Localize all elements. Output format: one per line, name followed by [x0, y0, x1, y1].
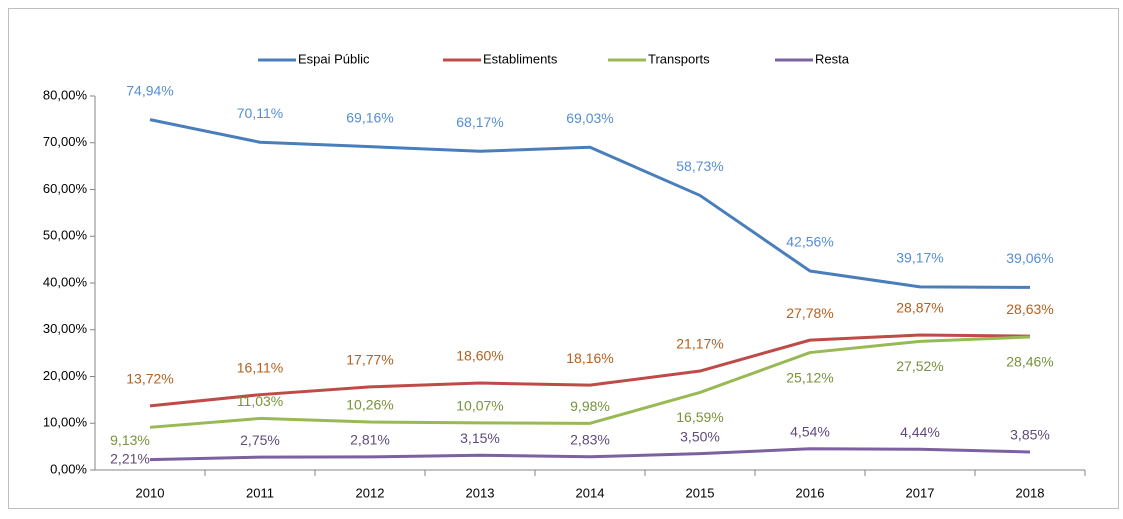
data-label: 27,52%	[896, 358, 943, 374]
data-label: 9,98%	[570, 398, 610, 414]
series-line	[149, 335, 1031, 429]
data-label: 68,17%	[456, 114, 503, 130]
y-tick-label: 60,00%	[43, 181, 88, 196]
data-label: 17,77%	[346, 352, 393, 368]
data-label: 2,81%	[350, 432, 390, 448]
data-label: 3,50%	[680, 428, 720, 444]
data-label: 74,94%	[126, 82, 173, 98]
y-tick-label: 10,00%	[43, 415, 88, 430]
x-tick-label: 2017	[906, 485, 935, 500]
data-label: 27,78%	[786, 305, 833, 321]
data-label: 13,72%	[126, 371, 173, 387]
y-tick-label: 40,00%	[43, 274, 88, 289]
data-label: 4,54%	[790, 423, 830, 439]
data-label: 3,85%	[1010, 427, 1050, 443]
series-line	[149, 447, 1031, 462]
data-label: 70,11%	[237, 105, 283, 121]
data-label: 28,63%	[1006, 301, 1053, 317]
y-tick-label: 80,00%	[43, 87, 88, 102]
data-label: 69,03%	[566, 110, 613, 126]
y-tick-label: 0,00%	[50, 461, 87, 476]
data-label: 39,06%	[1006, 250, 1053, 266]
data-label: 39,17%	[896, 250, 943, 266]
y-tick-label: 70,00%	[43, 134, 88, 149]
data-label: 18,16%	[566, 350, 613, 366]
x-tick-label: 2015	[686, 485, 715, 500]
data-label: 10,26%	[346, 397, 393, 413]
legend-label: Establiments	[483, 51, 558, 66]
data-label: 28,87%	[896, 300, 943, 316]
series-line	[149, 333, 1031, 408]
x-tick-label: 2013	[466, 485, 495, 500]
data-label: 21,17%	[676, 336, 723, 352]
series-line	[149, 118, 1031, 289]
data-label: 2,83%	[570, 431, 610, 447]
data-label: 16,11%	[237, 359, 283, 375]
chart-border	[8, 8, 1119, 509]
data-label: 2,75%	[240, 432, 280, 448]
data-label: 4,44%	[900, 424, 940, 440]
data-label: 2,21%	[110, 450, 150, 466]
x-tick-label: 2016	[796, 485, 825, 500]
data-label: 16,59%	[676, 409, 723, 425]
data-label: 28,46%	[1006, 354, 1053, 370]
y-tick-label: 30,00%	[43, 321, 88, 336]
x-tick-label: 2010	[136, 485, 165, 500]
legend-label: Transports	[648, 51, 710, 66]
data-label: 58,73%	[676, 158, 723, 174]
x-tick-label: 2012	[356, 485, 385, 500]
data-label: 10,07%	[456, 398, 503, 414]
y-tick-label: 20,00%	[43, 368, 88, 383]
data-label: 3,15%	[460, 430, 500, 446]
data-label: 42,56%	[786, 234, 833, 250]
x-tick-label: 2018	[1016, 485, 1045, 500]
data-label: 11,03%	[237, 393, 283, 409]
data-label: 25,12%	[786, 369, 833, 385]
data-label: 9,13%	[110, 432, 150, 448]
x-tick-label: 2014	[576, 485, 605, 500]
y-tick-label: 50,00%	[43, 228, 88, 243]
data-label: 69,16%	[346, 109, 393, 125]
legend-label: Espai Públic	[298, 51, 370, 66]
legend-label: Resta	[815, 51, 850, 66]
x-tick-label: 2011	[246, 485, 274, 500]
data-label: 18,60%	[456, 348, 503, 364]
